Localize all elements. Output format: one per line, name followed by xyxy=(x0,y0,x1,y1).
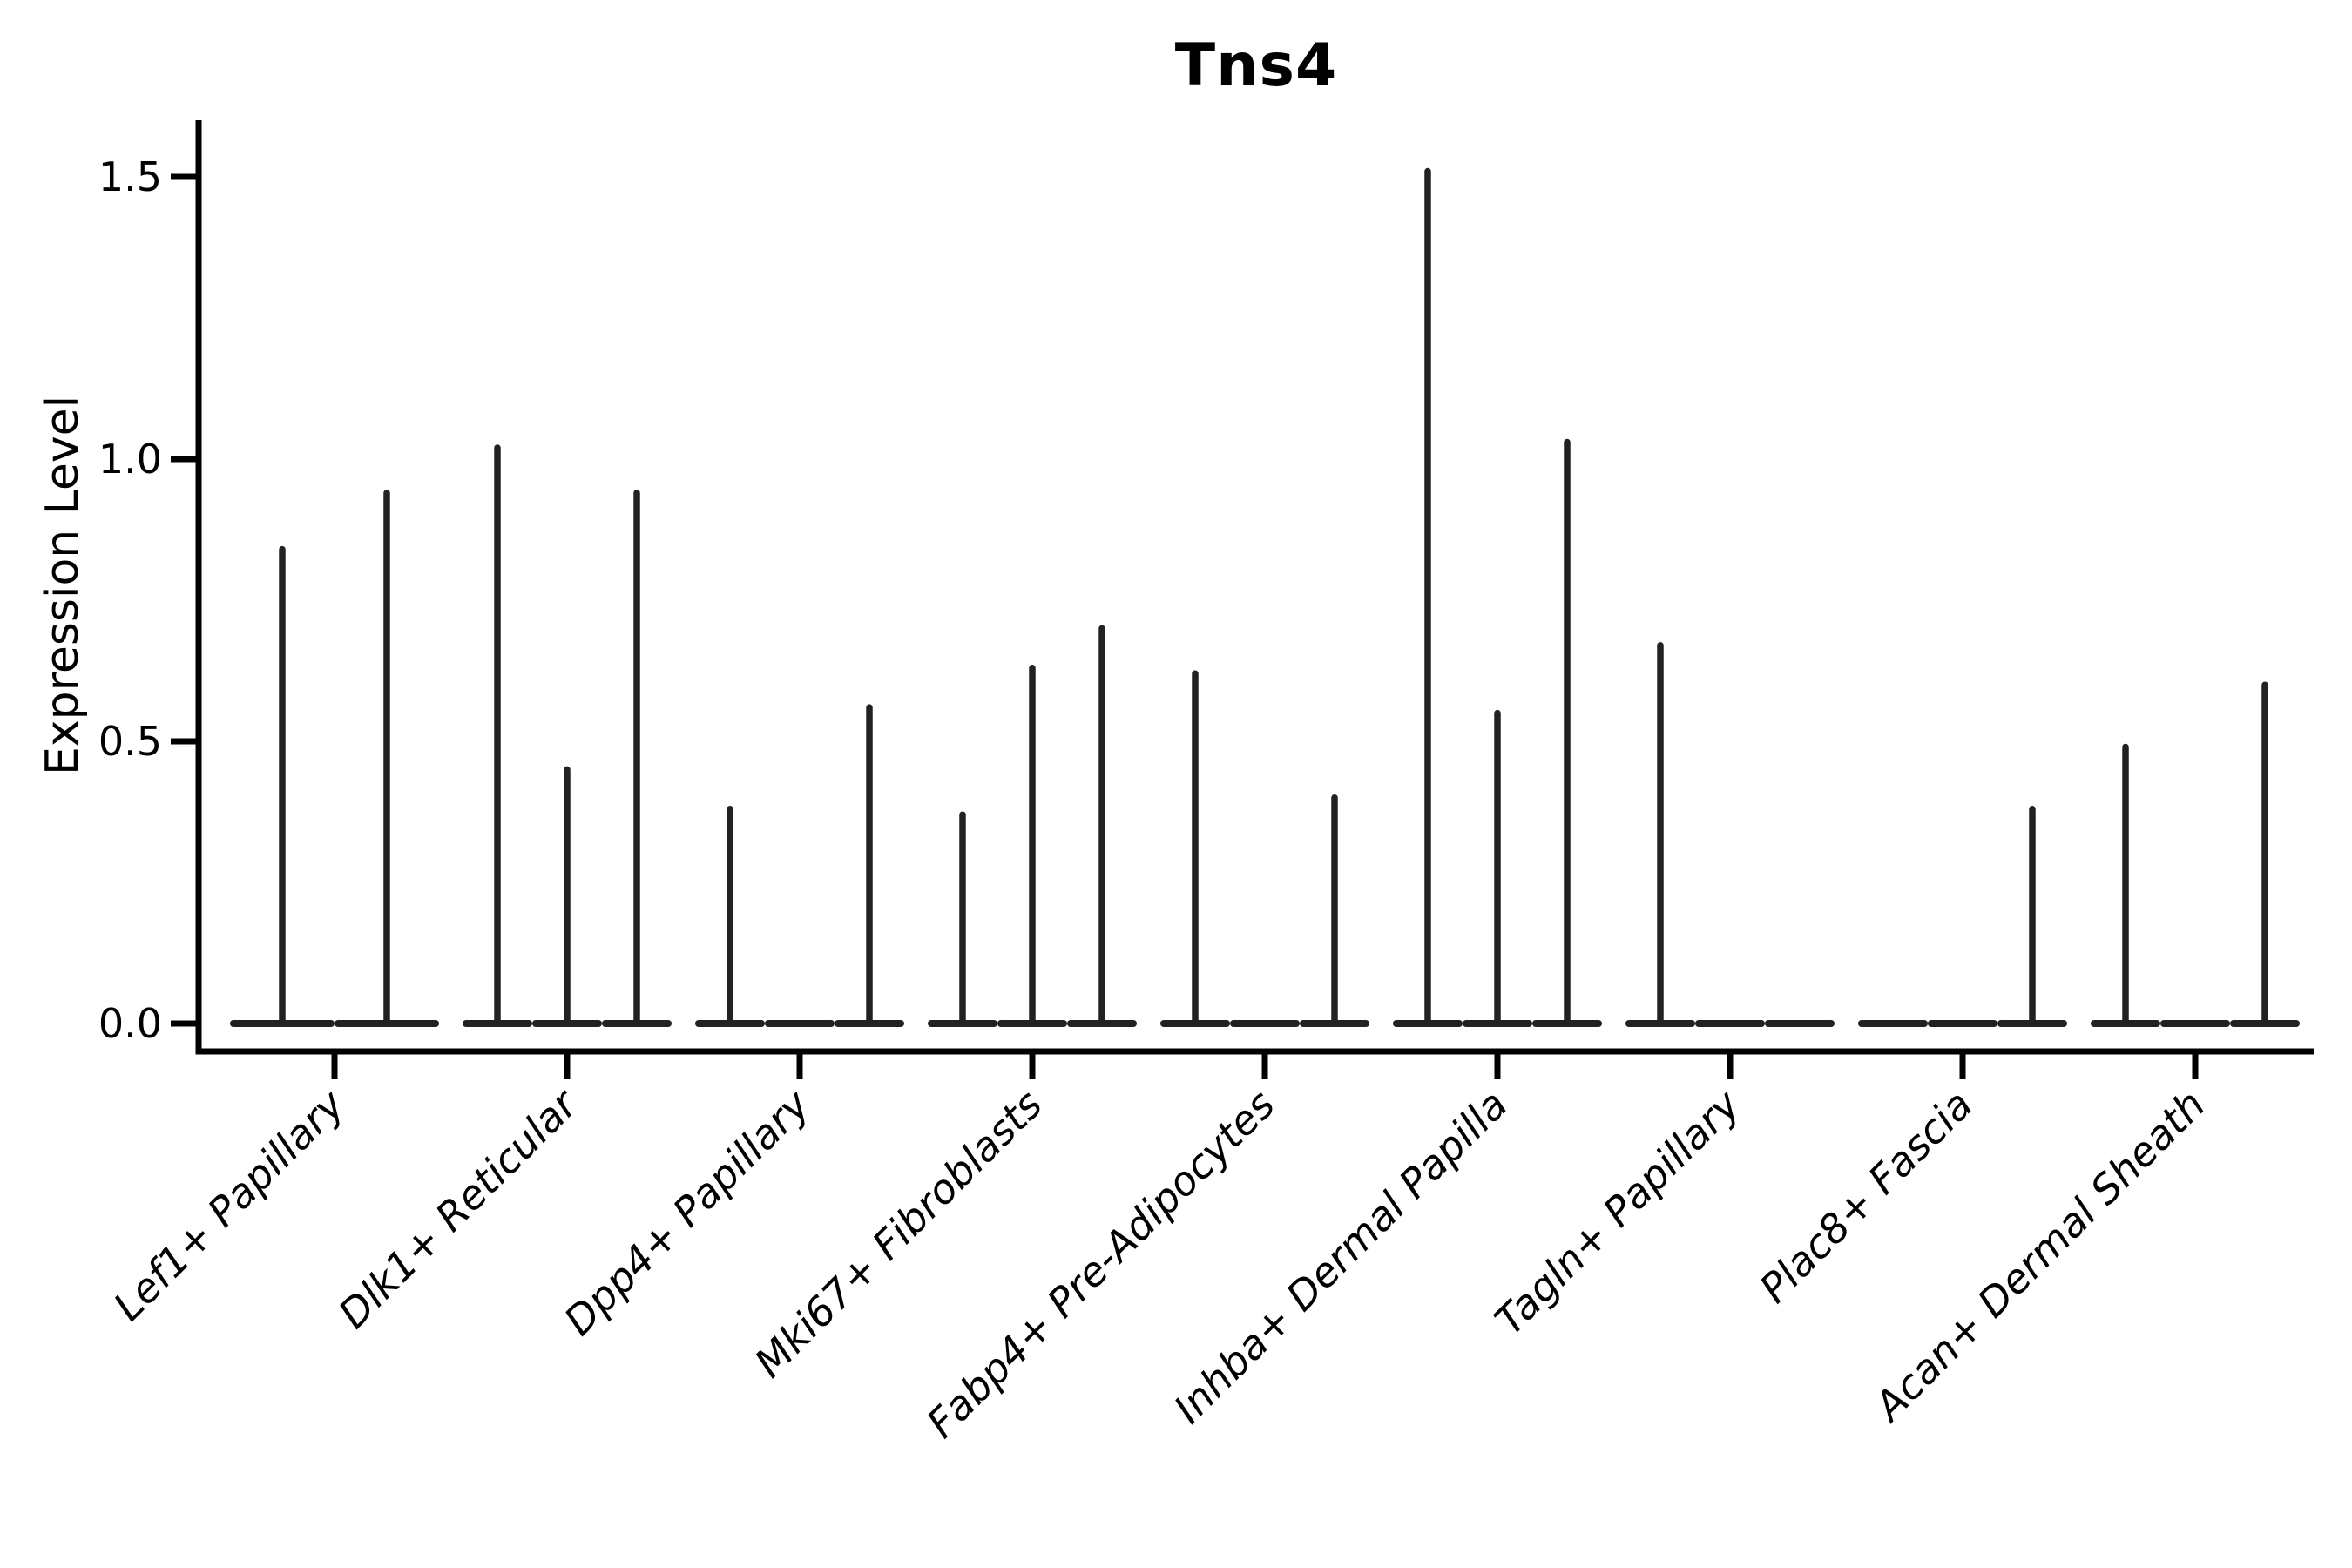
x-tick-label: Dlk1+ Reticular xyxy=(329,1078,588,1337)
chart-title: Tns4 xyxy=(1174,31,1338,100)
violin-base xyxy=(1765,1020,1835,1027)
y-tick-label: 1.5 xyxy=(98,153,162,200)
y-tick-label: 0.0 xyxy=(98,1000,162,1047)
violin-base xyxy=(1928,1020,1997,1027)
violin-base xyxy=(1230,1020,1300,1027)
x-tick-label: Plac8+ Fascia xyxy=(1750,1081,1981,1312)
x-tick-label: Dpp4+ Papillary xyxy=(555,1080,819,1344)
x-tick-label: Lef1+ Papillary xyxy=(105,1080,354,1329)
violin-base xyxy=(765,1020,835,1027)
violin-base xyxy=(1695,1020,1765,1027)
x-tick-label: Tagln+ Papillary xyxy=(1485,1080,1749,1344)
violin-base xyxy=(2160,1020,2230,1027)
violin-base xyxy=(1858,1020,1928,1027)
y-tick-label: 0.5 xyxy=(98,718,162,765)
y-tick-label: 1.0 xyxy=(98,436,162,483)
